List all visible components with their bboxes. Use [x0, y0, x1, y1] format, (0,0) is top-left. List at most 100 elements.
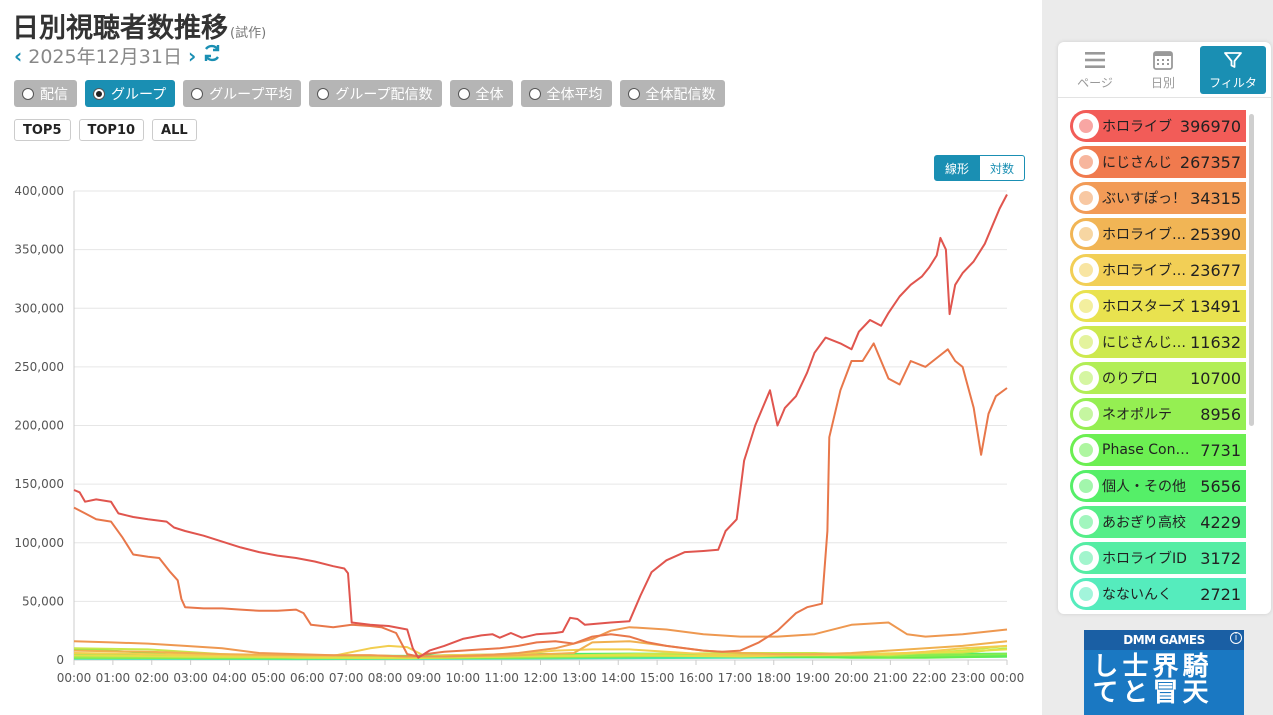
calendar-icon	[1153, 49, 1173, 71]
x-tick-label: 04:00	[212, 671, 247, 685]
group-avatar	[1073, 365, 1099, 391]
mode-button[interactable]: グループ平均	[183, 80, 302, 107]
group-name: なないんく	[1102, 587, 1172, 603]
top-button[interactable]: TOP5	[14, 119, 71, 141]
group-item[interactable]: ホロスターズ 13491	[1070, 290, 1246, 322]
linear-scale-button[interactable]: 線形	[934, 155, 981, 181]
group-value: 8956	[1200, 404, 1241, 424]
mode-button[interactable]: 全体	[449, 80, 513, 107]
list-scrollbar[interactable]	[1249, 114, 1254, 426]
top-button[interactable]: TOP10	[78, 119, 145, 141]
group-avatar	[1073, 473, 1099, 499]
tab-daily[interactable]: 日別	[1130, 46, 1196, 94]
group-avatar	[1073, 545, 1099, 571]
mode-button[interactable]: 配信	[14, 80, 77, 107]
ad-banner[interactable]: DMM GAMES 騎天界冒士として i	[1084, 630, 1244, 715]
x-tick-label: 07:00	[329, 671, 364, 685]
x-tick-label: 03:00	[173, 671, 208, 685]
y-tick-label: 250,000	[14, 360, 64, 374]
group-value: 25390	[1190, 224, 1241, 244]
title-block: 日別視聴者数推移 (試作)	[12, 6, 266, 45]
top-filter: TOP5 TOP10 ALL	[14, 119, 197, 141]
group-avatar	[1073, 257, 1099, 283]
filter-panel: ページ 日別 フィルタ ホロライブ 396970 にじさんじ 267357 ぶいすぽっ！…	[1058, 42, 1271, 614]
x-tick-label: 14:00	[601, 671, 636, 685]
group-name: のりプロ	[1102, 371, 1158, 387]
group-name: 個人・その他	[1102, 479, 1186, 495]
scale-toggle: 線形 対数	[934, 155, 1026, 181]
group-avatar	[1073, 185, 1099, 211]
chevron-right-icon[interactable]: ›	[187, 43, 197, 68]
group-value: 11632	[1190, 332, 1241, 352]
x-tick-label: 11:00	[484, 671, 519, 685]
radio-icon	[93, 87, 105, 100]
x-tick-label: 20:00	[834, 671, 869, 685]
group-item[interactable]: なないんく 2721	[1070, 578, 1246, 610]
x-tick-label: 18:00	[756, 671, 791, 685]
group-item[interactable]: あおぎり高校 4229	[1070, 506, 1246, 538]
mode-label: 全体平均	[546, 86, 603, 103]
x-tick-label: 17:00	[718, 671, 753, 685]
group-item[interactable]: にじさんじEN 11632	[1070, 326, 1246, 358]
group-item[interactable]: のりプロ 10700	[1070, 362, 1246, 394]
y-tick-label: 50,000	[22, 594, 64, 608]
x-tick-label: 16:00	[679, 671, 714, 685]
tab-filter[interactable]: フィルタ	[1200, 46, 1266, 94]
group-name: ホロライブID	[1102, 551, 1187, 567]
group-value: 23677	[1190, 260, 1241, 280]
group-value: 267357	[1179, 152, 1241, 172]
current-date: 2025年12月31日	[28, 46, 182, 68]
group-item[interactable]: にじさんじ 267357	[1070, 146, 1246, 178]
x-tick-label: 02:00	[134, 671, 169, 685]
x-tick-label: 00:00	[57, 671, 92, 685]
group-item[interactable]: ホロライブID 3172	[1070, 542, 1246, 574]
chevron-left-icon[interactable]: ‹	[14, 43, 23, 68]
x-tick-label: 19:00	[795, 671, 830, 685]
info-icon[interactable]: i	[1230, 632, 1242, 644]
mode-button[interactable]: 全体平均	[520, 80, 612, 107]
group-value: 5656	[1200, 476, 1241, 496]
x-tick-label: 21:00	[873, 671, 908, 685]
y-tick-label: 150,000	[14, 477, 64, 491]
series-line	[73, 342, 1008, 658]
refresh-icon[interactable]	[202, 43, 222, 68]
tab-page[interactable]: ページ	[1062, 46, 1128, 94]
group-name: ホロライブ…	[1102, 227, 1186, 243]
group-item[interactable]: ネオポルテ 8956	[1070, 398, 1246, 430]
group-value: 4229	[1200, 512, 1241, 532]
mode-button[interactable]: グループ	[85, 80, 176, 107]
mode-selector: 配信 グループ グループ平均 グループ配信数 全体 全体平均 全体配信数	[14, 80, 725, 107]
group-item[interactable]: 個人・その他 5656	[1070, 470, 1246, 502]
radio-icon	[191, 87, 204, 100]
group-item[interactable]: ホロライブEN 23677	[1070, 254, 1246, 286]
log-scale-button[interactable]: 対数	[980, 155, 1026, 181]
mode-label: 配信	[40, 86, 68, 103]
group-item[interactable]: Phase Connect 7731	[1070, 434, 1246, 466]
x-tick-label: 22:00	[912, 671, 947, 685]
mode-button[interactable]: 全体配信数	[619, 80, 725, 107]
group-item[interactable]: ホロライブ… 25390	[1070, 218, 1246, 250]
mode-label: グループ平均	[209, 86, 293, 103]
radio-icon	[317, 87, 330, 100]
y-tick-label: 300,000	[14, 301, 64, 315]
group-name: にじさんじ	[1102, 155, 1172, 171]
radio-icon	[457, 87, 470, 100]
y-tick-label: 350,000	[14, 243, 64, 257]
ad-brand: DMM GAMES	[1084, 630, 1244, 650]
group-name: ホロライブ	[1102, 119, 1172, 135]
y-tick-label: 0	[56, 653, 64, 667]
hamburger-menu-icon	[1085, 49, 1105, 71]
group-value: 10700	[1190, 368, 1241, 388]
mode-button[interactable]: グループ配信数	[309, 80, 442, 107]
radio-icon	[22, 87, 34, 100]
sidebar: ページ 日別 フィルタ ホロライブ 396970 にじさんじ 267357 ぶいすぽっ！…	[1042, 0, 1273, 715]
group-avatar	[1073, 293, 1099, 319]
x-tick-label: 08:00	[368, 671, 403, 685]
group-item[interactable]: ホロライブ 396970	[1070, 110, 1246, 142]
top-button[interactable]: ALL	[152, 119, 197, 141]
group-avatar	[1073, 329, 1099, 355]
group-name: あおぎり高校	[1102, 515, 1186, 531]
group-name: ネオポルテ	[1102, 407, 1172, 423]
group-avatar	[1073, 437, 1099, 463]
group-item[interactable]: ぶいすぽっ！ 34315	[1070, 182, 1246, 214]
